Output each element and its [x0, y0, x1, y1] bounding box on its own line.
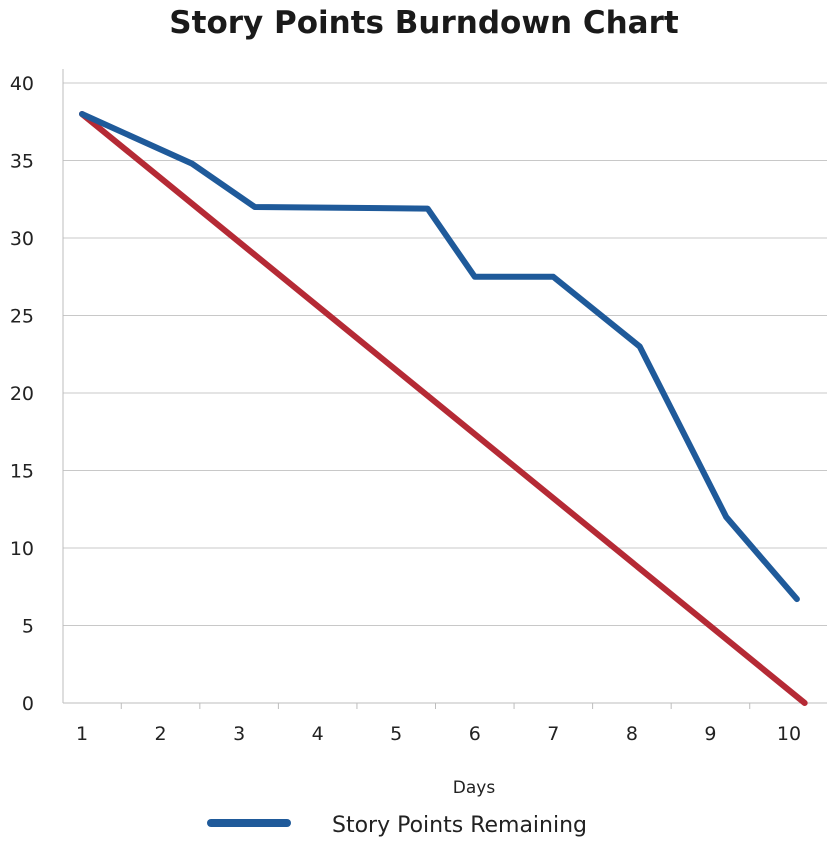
y-tick-label: 20 [10, 383, 34, 405]
series-lines [79, 111, 808, 706]
x-tick-label: 7 [547, 723, 559, 745]
y-tick-label: 40 [10, 73, 34, 95]
y-tick-label: 15 [10, 461, 34, 483]
chart-title: Story Points Burndown Chart [169, 5, 679, 41]
y-tick-label: 30 [10, 228, 34, 250]
x-tick-label: 6 [469, 723, 481, 745]
x-axis-title: Days [453, 778, 496, 798]
x-tick-label: 8 [626, 723, 638, 745]
axes [62, 69, 827, 709]
x-tick-label: 2 [155, 723, 167, 745]
x-tick-label: 4 [312, 723, 324, 745]
grid-lines [63, 82, 827, 626]
y-tick-label: 25 [10, 306, 34, 328]
x-tick-label: 10 [777, 723, 801, 745]
legend: Story Points Remaining [207, 813, 587, 838]
x-tick-label: 5 [390, 723, 402, 745]
legend-label: Story Points Remaining [332, 813, 587, 838]
series-line-ideal [79, 111, 808, 706]
y-tick-label: 10 [10, 538, 34, 560]
x-tick-label: 3 [233, 723, 245, 745]
y-tick-label: 5 [22, 616, 34, 638]
x-tick-label: 9 [704, 723, 716, 745]
y-tick-label: 0 [22, 693, 34, 715]
x-tick-label: 1 [76, 723, 88, 745]
y-tick-label: 35 [10, 151, 34, 173]
series-line-remaining [79, 111, 800, 603]
tick-labels: 0 5 10 15 20 25 30 35 40 1 2 3 4 5 6 7 8 9 10 [10, 73, 801, 745]
